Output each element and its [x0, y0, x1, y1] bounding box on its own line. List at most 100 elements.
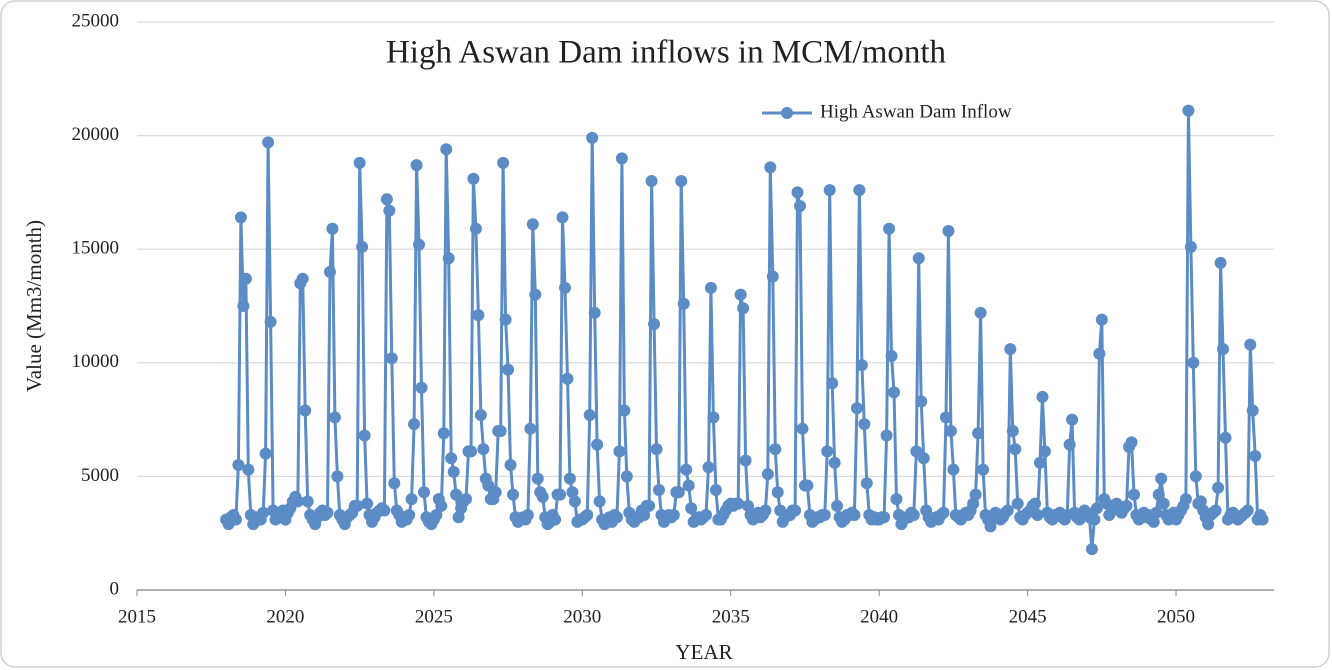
data-point: [264, 315, 277, 328]
legend-marker: [781, 107, 793, 119]
data-point: [464, 445, 477, 458]
data-point: [301, 495, 314, 508]
data-point: [675, 175, 688, 188]
data-point: [1063, 438, 1076, 451]
data-point: [939, 411, 952, 424]
x-tick-label: 2030: [563, 606, 601, 627]
data-point: [356, 240, 369, 253]
data-point: [1241, 504, 1254, 517]
data-point: [326, 222, 339, 235]
y-tick-label: 5000: [81, 465, 119, 486]
data-point: [234, 211, 247, 224]
data-point: [1004, 343, 1017, 356]
data-point: [984, 520, 997, 533]
chart-title: High Aswan Dam inflows in MCM/month: [386, 35, 947, 71]
data-point: [558, 281, 571, 294]
data-point: [291, 495, 304, 508]
data-point: [1182, 104, 1195, 117]
data-point: [739, 454, 752, 467]
data-point: [467, 172, 480, 185]
data-point: [477, 443, 490, 456]
data-point: [331, 470, 344, 483]
data-point: [1029, 497, 1042, 510]
data-point: [1090, 502, 1103, 515]
data-point: [974, 306, 987, 319]
data-point: [888, 386, 901, 399]
data-point: [947, 463, 960, 476]
data-point: [259, 447, 272, 460]
data-point: [883, 222, 896, 235]
data-point: [704, 281, 717, 294]
x-tick-label: 2035: [712, 606, 750, 627]
data-point: [568, 495, 581, 508]
data-point: [702, 461, 715, 474]
data-point: [878, 511, 891, 524]
data-point: [566, 486, 579, 499]
data-point: [685, 502, 698, 515]
data-point: [620, 470, 633, 483]
data-point: [521, 509, 534, 522]
x-tick-label: 2050: [1157, 606, 1195, 627]
data-point: [413, 238, 426, 251]
data-point: [328, 411, 341, 424]
data-point: [652, 484, 665, 497]
data-point: [680, 463, 693, 476]
data-point: [707, 411, 720, 424]
data-point: [1125, 436, 1138, 449]
data-point: [850, 402, 863, 415]
data-point: [556, 211, 569, 224]
data-point: [1085, 543, 1098, 556]
data-point: [672, 486, 685, 499]
data-point: [667, 509, 680, 522]
data-point: [440, 143, 453, 156]
data-point: [645, 175, 658, 188]
data-point: [502, 363, 515, 376]
data-point: [1152, 488, 1165, 501]
data-point: [1179, 493, 1192, 506]
data-point: [385, 352, 398, 365]
data-point: [826, 377, 839, 390]
data-point: [1189, 470, 1202, 483]
data-point: [791, 186, 804, 199]
data-point: [388, 477, 401, 490]
data-point: [648, 318, 661, 331]
data-point: [489, 486, 502, 499]
data-point: [531, 472, 544, 485]
data-point: [405, 493, 418, 506]
data-point: [942, 225, 955, 238]
data-point: [831, 499, 844, 512]
data-point: [737, 302, 750, 315]
data-point: [801, 479, 814, 492]
data-point: [823, 184, 836, 197]
data-point: [563, 472, 576, 485]
data-point: [967, 497, 980, 510]
data-point: [858, 418, 871, 431]
data-point: [1219, 431, 1232, 444]
data-point: [353, 156, 366, 169]
data-point: [229, 513, 242, 526]
x-tick-label: 2020: [266, 606, 304, 627]
data-point: [262, 136, 275, 149]
data-point: [937, 506, 950, 519]
data-point: [1214, 256, 1227, 269]
data-point: [880, 429, 893, 442]
y-tick-label: 20000: [72, 124, 120, 145]
data-point: [796, 422, 809, 435]
data-point: [239, 272, 252, 285]
data-point: [1127, 488, 1140, 501]
data-point: [1155, 472, 1168, 485]
x-tick-label: 2045: [1009, 606, 1047, 627]
data-point: [403, 509, 416, 522]
data-point: [709, 484, 722, 497]
data-point: [504, 459, 517, 472]
data-point: [610, 511, 623, 524]
data-point: [615, 152, 628, 165]
data-point: [1033, 456, 1046, 469]
data-point: [1036, 390, 1049, 403]
data-point: [442, 252, 455, 265]
data-point: [618, 404, 631, 417]
data-point: [915, 395, 928, 408]
